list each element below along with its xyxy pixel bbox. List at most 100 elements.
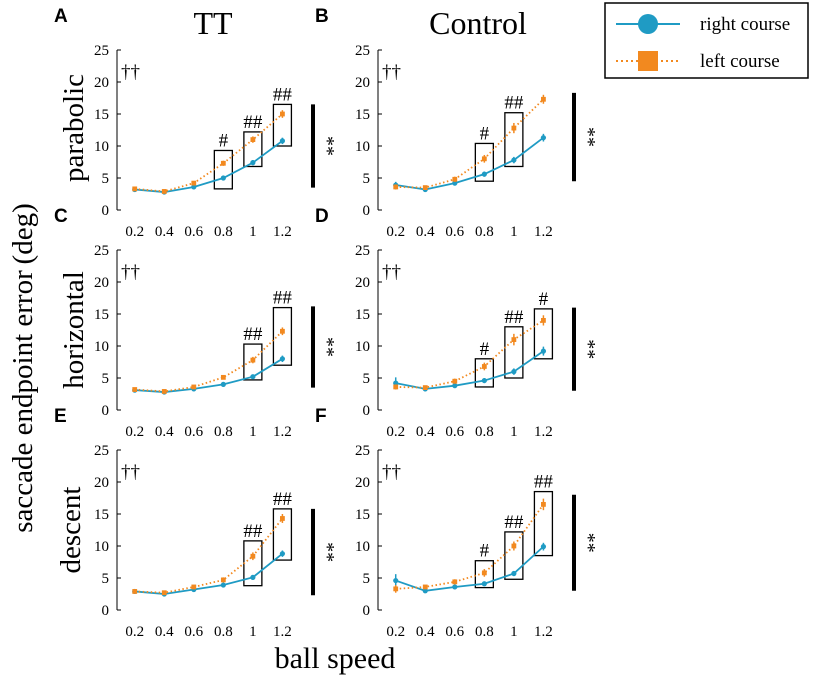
row-title-horizontal: horizontal bbox=[58, 271, 90, 389]
point-left bbox=[132, 387, 138, 392]
y-tick-label: 5 bbox=[363, 371, 371, 387]
series-line-right bbox=[395, 350, 544, 390]
significance-label: ** bbox=[577, 339, 599, 359]
x-tick-label: 1 bbox=[510, 424, 518, 440]
y-tick-label: 20 bbox=[355, 75, 370, 91]
x-tick-label: 0.4 bbox=[155, 424, 174, 440]
point-right bbox=[279, 138, 286, 144]
y-tick-label: 0 bbox=[102, 603, 110, 619]
panel-letter-B: B bbox=[315, 6, 329, 27]
box-label: # bbox=[480, 541, 490, 562]
x-tick-label: 1.2 bbox=[534, 424, 553, 440]
point-right bbox=[220, 381, 226, 387]
box-label: ## bbox=[534, 472, 554, 493]
x-tick-label: 0.2 bbox=[125, 224, 144, 240]
y-tick-label: 0 bbox=[363, 403, 371, 419]
y-tick-label: 0 bbox=[102, 203, 110, 219]
panel-letter-C: C bbox=[54, 206, 68, 227]
x-tick-label: 1 bbox=[249, 424, 257, 440]
point-left bbox=[132, 589, 138, 594]
point-left bbox=[220, 374, 226, 380]
series-line-right bbox=[395, 136, 544, 191]
panel-letter-A: A bbox=[54, 6, 68, 27]
box-label: # bbox=[219, 130, 229, 151]
dagger-mark: †† bbox=[121, 62, 140, 83]
point-left bbox=[250, 553, 256, 559]
point-left bbox=[422, 385, 428, 390]
point-right bbox=[452, 584, 458, 590]
series-line-left bbox=[395, 319, 544, 389]
x-tick-label: 0.2 bbox=[386, 424, 405, 440]
significance-box bbox=[272, 103, 293, 147]
box-label: ## bbox=[273, 288, 293, 309]
series-line-left bbox=[134, 113, 284, 193]
y-tick-label: 10 bbox=[94, 139, 109, 155]
y-tick-label: 0 bbox=[363, 603, 371, 619]
point-right bbox=[250, 374, 256, 380]
significance-label: ** bbox=[316, 542, 338, 562]
point-right bbox=[452, 383, 458, 389]
dagger-mark: †† bbox=[382, 462, 401, 483]
point-right bbox=[511, 369, 517, 375]
legend-left-label: left course bbox=[700, 51, 780, 72]
dagger-mark: †† bbox=[382, 62, 401, 83]
x-axis-label: ball speed bbox=[275, 642, 396, 675]
point-left bbox=[132, 186, 138, 192]
x-tick-label: 1.2 bbox=[534, 224, 553, 240]
y-tick-label: 15 bbox=[94, 107, 109, 123]
point-right bbox=[393, 380, 399, 386]
y-tick-label: 5 bbox=[363, 571, 371, 587]
point-right bbox=[250, 160, 256, 166]
point-left bbox=[250, 357, 256, 363]
x-tick-label: 0.8 bbox=[475, 424, 494, 440]
significance-box bbox=[533, 490, 554, 557]
x-tick-label: 0.6 bbox=[184, 624, 203, 640]
x-tick-label: 0.4 bbox=[416, 424, 435, 440]
row-title-parabolic: parabolic bbox=[58, 74, 90, 182]
x-tick-label: 0.8 bbox=[214, 224, 233, 240]
y-tick-label: 25 bbox=[94, 443, 109, 459]
point-left bbox=[161, 590, 167, 596]
box-label: ## bbox=[504, 512, 524, 533]
y-tick-label: 10 bbox=[94, 339, 109, 355]
significance-label: ** bbox=[577, 533, 599, 553]
point-left bbox=[393, 184, 399, 190]
series-line-right bbox=[134, 552, 283, 595]
box-label: ## bbox=[504, 93, 524, 114]
box-label: ## bbox=[273, 84, 293, 105]
x-tick-label: 1.2 bbox=[534, 624, 553, 640]
x-tick-label: 0.6 bbox=[445, 224, 464, 240]
significance-box bbox=[272, 508, 293, 561]
legend-right-marker bbox=[638, 14, 658, 34]
significance-label: ** bbox=[316, 337, 338, 357]
point-left bbox=[481, 364, 487, 369]
y-tick-label: 25 bbox=[355, 43, 370, 59]
series-line-left bbox=[134, 517, 284, 594]
x-tick-label: 1 bbox=[249, 624, 257, 640]
point-left bbox=[541, 96, 546, 102]
y-tick-label: 20 bbox=[94, 75, 109, 91]
point-left bbox=[280, 516, 285, 521]
point-left bbox=[393, 586, 399, 592]
significance-box bbox=[243, 343, 263, 381]
legend: right course left course bbox=[604, 2, 809, 79]
point-left bbox=[422, 185, 428, 190]
point-right bbox=[481, 581, 487, 587]
box-label: ## bbox=[243, 521, 263, 542]
series-line-left bbox=[395, 503, 545, 590]
box-label: ## bbox=[273, 489, 293, 510]
x-tick-label: 1 bbox=[510, 224, 518, 240]
x-tick-label: 0.4 bbox=[416, 224, 435, 240]
significance-box bbox=[243, 131, 263, 168]
point-right bbox=[250, 574, 256, 580]
col-title-tt: TT bbox=[193, 5, 233, 41]
point-left bbox=[280, 328, 285, 334]
panel-letter-D: D bbox=[315, 206, 329, 227]
point-left bbox=[191, 384, 197, 390]
legend-left-marker bbox=[638, 51, 658, 71]
box-label: ## bbox=[243, 324, 263, 345]
point-left bbox=[422, 584, 428, 590]
y-tick-label: 15 bbox=[355, 507, 370, 523]
